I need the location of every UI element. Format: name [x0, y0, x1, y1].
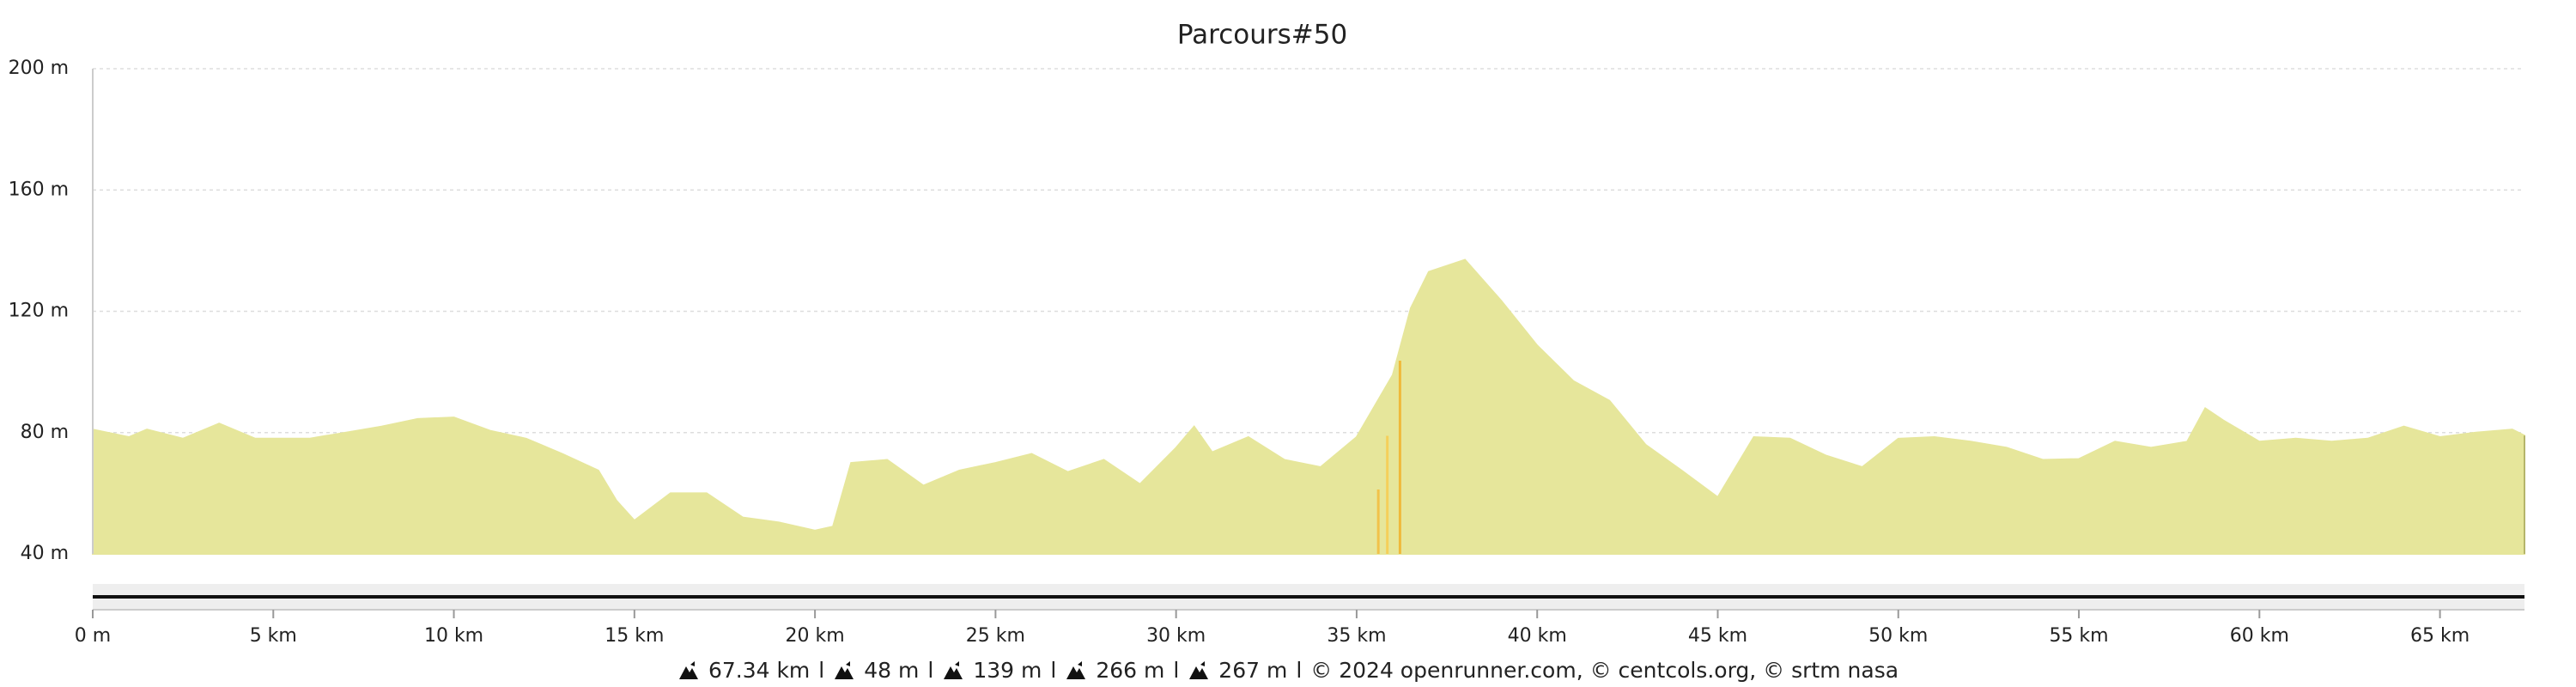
x-tick-label: 50 km: [1868, 625, 1928, 647]
x-tick-label: 40 km: [1508, 625, 1567, 647]
x-tick-label: 15 km: [605, 625, 664, 647]
icon-shape: [944, 661, 963, 679]
separator: l: [1296, 658, 1303, 683]
x-tick-label: 35 km: [1327, 625, 1386, 647]
stat: 267 m: [1218, 658, 1288, 683]
stat: 139 m: [973, 658, 1042, 683]
credits: © 2024 openrunner.com, © centcols.org, ©…: [1310, 658, 1899, 683]
icon-shape: [1066, 661, 1086, 679]
chart-title: Parcours#50: [1177, 20, 1347, 51]
x-tick-label: 45 km: [1688, 625, 1747, 647]
stat: 48 m: [864, 658, 920, 683]
x-tick-label: 60 km: [2230, 625, 2289, 647]
icon: [835, 661, 854, 679]
icon-shape: [678, 661, 698, 679]
y-tick-label: 40 m: [21, 543, 69, 564]
y-tick-label: 80 m: [21, 422, 69, 443]
x-tick-label: 30 km: [1146, 625, 1206, 647]
chart: Parcours#50 40 m 80 m 120 m 160 m 200 m 0 m 5 …: [9, 20, 2525, 647]
icon: [944, 661, 963, 679]
x-tick-label: 55 km: [2049, 625, 2108, 647]
x-tick-label: 25 km: [966, 625, 1025, 647]
stat: 266 m: [1096, 658, 1165, 683]
y-tick-label: 160 m: [9, 179, 69, 200]
x-tick-label: 65 km: [2410, 625, 2470, 647]
x-tick-label: 10 km: [424, 625, 483, 647]
icon-shape: [1189, 661, 1209, 679]
icon: [678, 661, 698, 679]
x-tick-label: 0 m: [75, 625, 111, 647]
x-tick-label: 20 km: [786, 625, 845, 647]
separator: l: [927, 658, 934, 683]
y-tick-label: 120 m: [9, 301, 69, 322]
separator: l: [1173, 658, 1180, 683]
separator: l: [818, 658, 825, 683]
stat: 67.34 km: [708, 658, 811, 683]
x-tick-label: 5 km: [250, 625, 297, 647]
y-tick-label: 200 m: [9, 58, 69, 79]
icon-shape: [835, 661, 854, 679]
icon: [1189, 661, 1209, 679]
elevation-area: [92, 258, 2525, 555]
icon: [1066, 661, 1086, 679]
footer: 67.34 km l 48 m l 139 m l 266 m l 267 m l © 2024 o…: [0, 658, 2576, 683]
separator: l: [1050, 658, 1057, 683]
